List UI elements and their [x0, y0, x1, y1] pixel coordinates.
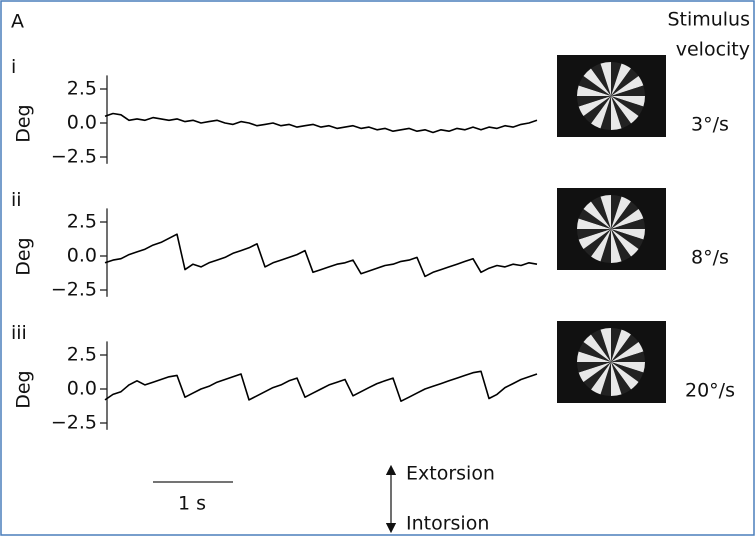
wedge [583, 68, 611, 96]
wedge [611, 96, 644, 116]
wedge [591, 63, 611, 96]
wedge [600, 362, 611, 396]
trace [104, 233, 538, 278]
direction-label: Extorsion [406, 463, 495, 485]
y-axis-label: Deg [13, 104, 35, 142]
wedge [577, 229, 611, 240]
wedge [611, 334, 639, 362]
panel-label: A [11, 11, 24, 33]
wedge [578, 209, 611, 229]
wedge [577, 96, 611, 107]
velocity-label: 20°/s [685, 380, 735, 402]
wedge [611, 68, 639, 96]
y-tick-label: 2.5 [67, 78, 97, 100]
wedge [578, 362, 611, 382]
wedge [611, 62, 622, 96]
header: velocity [676, 39, 750, 61]
wedge [591, 196, 611, 229]
wedge [611, 362, 631, 395]
wedge [611, 229, 631, 262]
wedge [591, 229, 611, 262]
wedge [611, 329, 631, 362]
wedge [611, 96, 622, 130]
y-tick-label: 0.0 [67, 112, 97, 134]
wedge [611, 229, 639, 257]
wedge [611, 85, 645, 96]
wedge [611, 362, 645, 373]
trace [104, 112, 538, 134]
wedge [578, 76, 611, 96]
y-tick-label: −2.5 [51, 412, 97, 434]
wedge [578, 229, 611, 249]
wedge [577, 218, 611, 229]
wedge [577, 351, 611, 362]
wedge [611, 209, 644, 229]
y-axis-label: Deg [13, 370, 35, 408]
subpanel-label: iii [11, 322, 27, 344]
wedge [600, 328, 611, 362]
wedge [611, 229, 622, 263]
trace [104, 370, 538, 402]
velocity-label: 3°/s [691, 114, 729, 136]
y-tick-label: −2.5 [51, 279, 97, 301]
wedge [600, 96, 611, 130]
wedge [611, 96, 631, 129]
wedge [600, 195, 611, 229]
y-tick-label: 0.0 [67, 245, 97, 267]
wedge [583, 334, 611, 362]
wedge [600, 62, 611, 96]
wedge [583, 96, 611, 124]
wedge [583, 229, 611, 257]
scale-label: 1 s [178, 493, 206, 515]
wedge [611, 229, 644, 249]
wedge [611, 218, 645, 229]
subpanel-label: i [11, 56, 16, 78]
wedge [611, 96, 639, 124]
wedge [591, 362, 611, 395]
wedge [611, 362, 644, 382]
subpanel-label: ii [11, 189, 22, 211]
wedge [611, 76, 644, 96]
y-tick-label: −2.5 [51, 146, 97, 168]
wedge [591, 96, 611, 129]
y-tick-label: 0.0 [67, 378, 97, 400]
wedge [611, 362, 622, 396]
wedge [611, 63, 631, 96]
wedge [577, 85, 611, 96]
wedge [591, 329, 611, 362]
wedge [611, 201, 639, 229]
wedge [611, 342, 644, 362]
header: Stimulus [667, 9, 750, 31]
wedge [600, 229, 611, 263]
wedge [578, 342, 611, 362]
wedge [611, 328, 622, 362]
wedge [611, 195, 622, 229]
wedge [611, 96, 645, 107]
y-tick-label: 2.5 [67, 344, 97, 366]
wedge [611, 362, 639, 390]
direction-label: Intorsion [406, 513, 489, 535]
wedge [611, 351, 645, 362]
y-axis-label: Deg [13, 237, 35, 275]
y-tick-label: 2.5 [67, 211, 97, 233]
wedge [611, 229, 645, 240]
wedge [583, 201, 611, 229]
wedge [577, 362, 611, 373]
wedge [578, 96, 611, 116]
velocity-label: 8°/s [691, 247, 729, 269]
wedge [583, 362, 611, 390]
wedge [611, 196, 631, 229]
